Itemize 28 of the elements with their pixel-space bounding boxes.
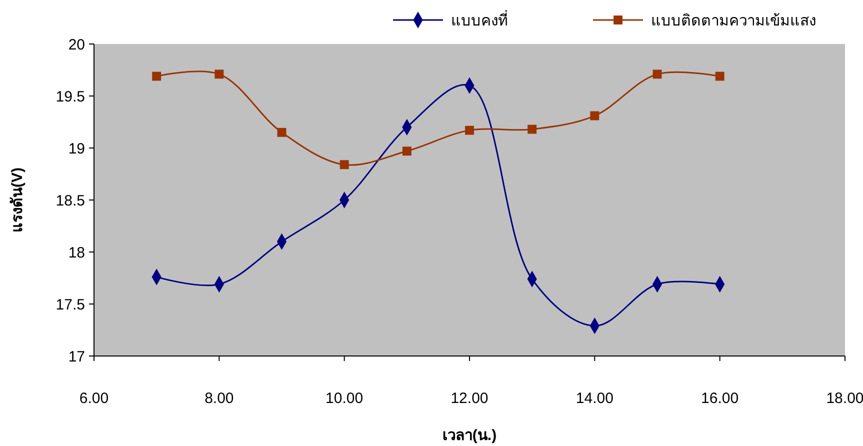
point bbox=[652, 70, 662, 79]
x-tick-label: 18.00 bbox=[826, 390, 863, 407]
y-tick-label: 20 bbox=[68, 36, 85, 54]
point bbox=[402, 146, 412, 156]
x-tick-label: 14.00 bbox=[576, 390, 614, 407]
point bbox=[277, 128, 286, 137]
legend-label: แบบคงที่ bbox=[451, 9, 508, 30]
point bbox=[715, 72, 724, 81]
x-tick-label: 10.00 bbox=[326, 390, 364, 407]
y-tick-label: 18.5 bbox=[56, 192, 85, 210]
point bbox=[152, 72, 162, 81]
point bbox=[214, 70, 224, 79]
y-tick-label: 19.5 bbox=[56, 88, 85, 106]
point bbox=[590, 111, 600, 120]
point bbox=[340, 160, 349, 170]
legend-label: แบบติดตามความเข้มแสง bbox=[651, 12, 816, 30]
x-tick-label: 16.00 bbox=[701, 390, 739, 407]
y-tick-label: 17.5 bbox=[56, 296, 85, 314]
y-tick-label: 18 bbox=[68, 244, 85, 262]
y-tick-label: 19 bbox=[68, 140, 85, 158]
point bbox=[465, 126, 474, 135]
y-axis-title: แรงดัน(V) bbox=[9, 168, 26, 232]
x-axis-title: เวลา(น.) bbox=[442, 427, 497, 444]
x-tick-label: 6.00 bbox=[79, 390, 109, 407]
x-tick-label: 12.00 bbox=[450, 390, 488, 407]
x-tick-label: 8.00 bbox=[204, 390, 234, 407]
y-tick-label: 17 bbox=[68, 348, 85, 366]
point bbox=[528, 124, 537, 134]
